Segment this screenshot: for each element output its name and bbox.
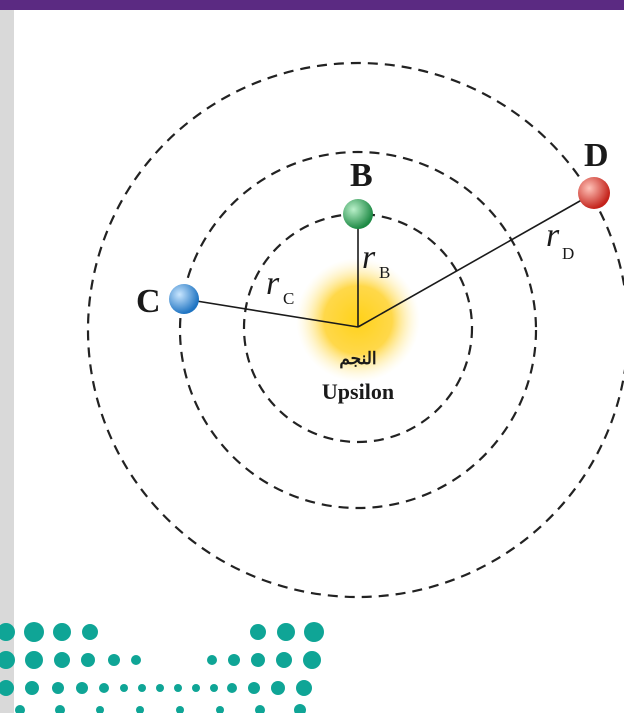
radius-sub-b: B xyxy=(379,263,390,282)
logo-dot xyxy=(296,680,312,696)
radius-sub-d: D xyxy=(562,244,574,263)
logo-dot xyxy=(227,683,237,693)
planet-label-b: B xyxy=(350,157,373,194)
logo-dot xyxy=(108,654,120,666)
logo-dot xyxy=(174,684,182,692)
radius-sub-c: C xyxy=(283,289,294,308)
logo-dot xyxy=(0,623,15,641)
logo-dot xyxy=(52,682,64,694)
radius-label-c: r xyxy=(266,265,280,302)
orbit-outer xyxy=(86,61,624,599)
logo-dot xyxy=(138,684,146,692)
planet-b xyxy=(343,199,373,229)
logo-dot xyxy=(303,651,321,669)
logo-dot xyxy=(271,681,285,695)
logo-dot xyxy=(207,655,217,665)
dotted-wave-logo-icon xyxy=(0,622,324,713)
logo-dot xyxy=(294,704,306,713)
planet-label-d: D xyxy=(584,137,609,174)
logo-dot xyxy=(304,622,324,642)
top-color-bar xyxy=(0,0,624,10)
logo-dot xyxy=(255,705,265,713)
logo-dot xyxy=(54,652,70,668)
logo-dot xyxy=(0,651,15,669)
logo-dot xyxy=(131,655,141,665)
radius-line-c xyxy=(183,298,359,328)
logo-dot xyxy=(53,623,71,641)
logo-dot xyxy=(25,651,43,669)
orbit-middle xyxy=(178,150,538,510)
logo-dot xyxy=(176,706,184,713)
logo-dot xyxy=(250,624,266,640)
logo-dot xyxy=(120,684,128,692)
planet-label-c: C xyxy=(136,283,161,320)
radius-line-d xyxy=(357,192,595,328)
logo-dot xyxy=(82,624,98,640)
radius-label-b: r xyxy=(362,239,376,276)
logo-dot xyxy=(81,653,95,667)
logo-dot xyxy=(96,706,104,713)
logo-dot xyxy=(277,623,295,641)
logo-dot xyxy=(210,684,218,692)
radius-label-d: r xyxy=(546,217,560,254)
logo-dot xyxy=(276,652,292,668)
logo-dot xyxy=(24,622,44,642)
left-margin-rule xyxy=(0,10,14,713)
logo-dot xyxy=(216,706,224,713)
logo-dot xyxy=(25,681,39,695)
logo-dot xyxy=(76,682,88,694)
star-label-arabic: النجم xyxy=(339,349,376,369)
logo-dot xyxy=(15,705,25,713)
logo-dot xyxy=(192,684,200,692)
logo-dot xyxy=(251,653,265,667)
logo-dot xyxy=(228,654,240,666)
planet-d xyxy=(578,177,610,209)
logo-dot xyxy=(0,680,14,696)
planet-c xyxy=(169,284,199,314)
logo-dot xyxy=(55,705,65,713)
star-name: Upsilon xyxy=(322,379,394,404)
logo-dot xyxy=(99,683,109,693)
logo-dot xyxy=(156,684,164,692)
logo-dot xyxy=(248,682,260,694)
logo-dot xyxy=(136,706,144,713)
